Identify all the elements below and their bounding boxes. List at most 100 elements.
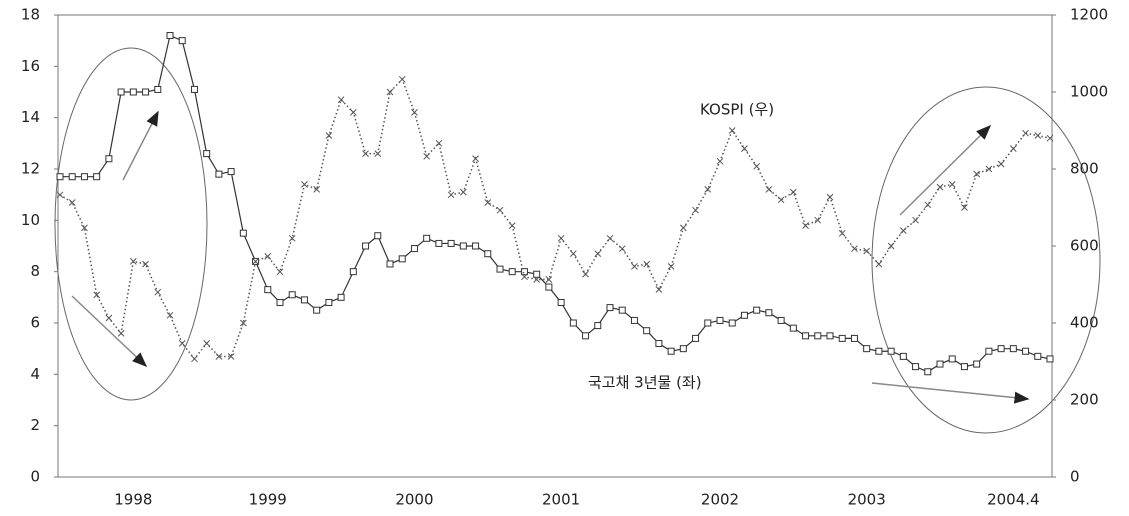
- data-point: [826, 332, 834, 340]
- data-point: [802, 332, 810, 340]
- data-point: [582, 332, 590, 340]
- data-point: [423, 234, 431, 242]
- data-point: [239, 319, 247, 327]
- y-tick-label: 10: [21, 211, 40, 229]
- data-point: [545, 283, 553, 291]
- data-point: [789, 324, 797, 332]
- data-point: [178, 340, 186, 347]
- highlight-ellipse: [54, 47, 208, 401]
- data-point: [276, 298, 284, 306]
- data-point: [960, 363, 968, 371]
- data-point: [325, 298, 333, 306]
- data-point: [985, 347, 993, 355]
- highlight-ellipse: [871, 86, 1101, 434]
- y2-tick-label: 600: [1070, 237, 1099, 255]
- y2-tick-label: 1200: [1070, 6, 1108, 24]
- data-point: [533, 276, 541, 283]
- arrow: [871, 382, 1030, 404]
- data-point: [887, 347, 895, 355]
- data-point: [606, 234, 614, 242]
- data-point: [851, 245, 858, 253]
- data-point: [166, 32, 174, 40]
- series-line: [60, 34, 1051, 373]
- x-tick-label: 2004.4: [987, 491, 1040, 509]
- y-tick-label: 14: [21, 108, 40, 126]
- data-point: [765, 309, 773, 317]
- data-point: [1046, 355, 1054, 363]
- data-point: [362, 150, 369, 157]
- data-point: [582, 270, 589, 278]
- data-point: [777, 316, 785, 324]
- data-point: [667, 263, 675, 270]
- data-point: [56, 173, 64, 181]
- data-point: [520, 268, 528, 276]
- data-point: [692, 206, 699, 214]
- x-tick-label: 1998: [114, 491, 152, 509]
- data-point: [349, 268, 357, 276]
- data-point: [875, 347, 883, 355]
- data-point: [777, 196, 785, 204]
- data-point: [68, 173, 76, 181]
- data-point: [337, 293, 345, 301]
- data-point: [362, 242, 370, 250]
- data-point: [56, 191, 64, 199]
- data-point: [533, 270, 541, 278]
- data-point: [887, 242, 895, 250]
- data-point: [459, 188, 467, 196]
- arrow: [122, 110, 159, 181]
- data-point: [753, 162, 761, 170]
- plot-frame: [57, 14, 1053, 478]
- data-point: [423, 152, 431, 160]
- data-point: [398, 75, 406, 83]
- y2-tick-label: 800: [1070, 160, 1099, 178]
- data-point: [618, 245, 626, 253]
- data-point: [936, 183, 944, 191]
- data-point: [447, 239, 455, 247]
- data-point: [496, 206, 504, 214]
- y-tick-label: 8: [30, 262, 40, 280]
- data-point: [129, 88, 137, 96]
- data-point: [105, 155, 113, 163]
- data-point: [728, 127, 736, 134]
- data-point: [741, 145, 748, 152]
- data-point: [606, 304, 614, 312]
- data-point: [765, 186, 773, 193]
- data-point: [667, 347, 675, 355]
- data-point: [838, 334, 846, 342]
- data-point: [190, 85, 198, 93]
- y-tick-label: 4: [30, 365, 40, 383]
- data-point: [496, 265, 504, 273]
- data-point: [374, 232, 382, 240]
- data-point: [789, 188, 797, 196]
- data-point: [264, 253, 272, 260]
- data-point: [985, 165, 993, 173]
- data-point: [1009, 145, 1017, 152]
- data-point: [300, 296, 308, 304]
- data-point: [948, 181, 956, 188]
- data-point: [398, 255, 406, 263]
- data-point: [178, 37, 186, 45]
- data-point: [154, 85, 162, 93]
- data-point: [93, 291, 101, 299]
- data-point: [630, 316, 638, 324]
- data-point: [569, 250, 577, 258]
- data-point: [838, 229, 846, 237]
- data-point: [997, 160, 1005, 168]
- data-point: [117, 88, 125, 96]
- data-point: [386, 260, 394, 268]
- data-point: [80, 173, 88, 181]
- data-point: [484, 250, 492, 258]
- data-point: [166, 311, 174, 319]
- data-point: [288, 234, 296, 242]
- data-point: [93, 173, 101, 181]
- data-point: [325, 132, 333, 139]
- y-tick-label: 18: [21, 6, 40, 24]
- data-point: [631, 263, 638, 270]
- data-point: [1046, 134, 1054, 142]
- data-point: [264, 286, 272, 294]
- data-point: [728, 319, 736, 327]
- data-point: [814, 332, 822, 340]
- data-point: [410, 245, 418, 253]
- data-point: [924, 368, 932, 376]
